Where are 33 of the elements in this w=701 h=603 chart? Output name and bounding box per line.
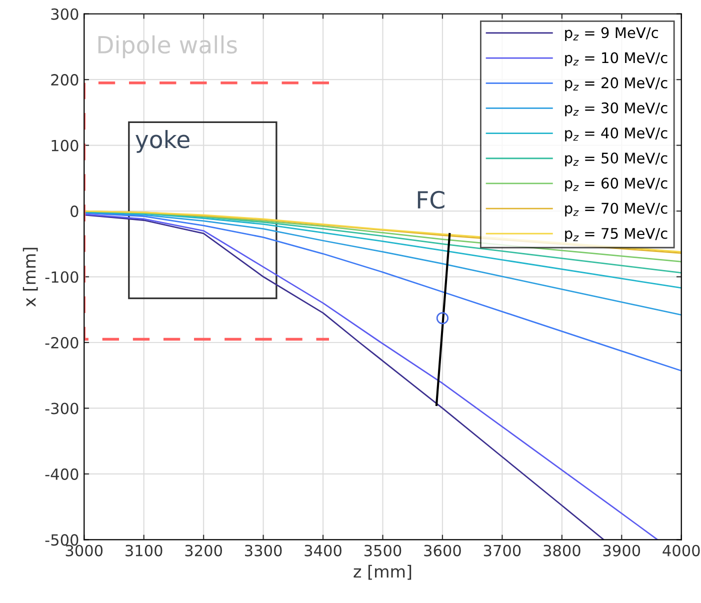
y-tick-label: 300: [51, 8, 78, 20]
legend-label: p$_{z}$ = 9 MeV/c: [565, 27, 658, 41]
annotation: yoke: [136, 130, 190, 153]
y-tick-label: 0: [70, 206, 78, 218]
x-tick-label: 3200: [185, 544, 222, 556]
x-tick-label: 3800: [544, 544, 580, 556]
x-tick-label: 3700: [484, 544, 521, 556]
legend-label: p$_{z}$ = 10 MeV/c: [565, 52, 668, 66]
y-tick-label: -400: [45, 468, 78, 480]
y-tick-label: 200: [51, 74, 78, 86]
y-tick-label: -200: [45, 336, 78, 349]
x-tick-label: 3000: [66, 544, 103, 556]
legend-label: p$_{z}$ = 30 MeV/c: [565, 102, 668, 116]
annotation: FC: [418, 190, 444, 209]
x-axis-title: z [mm]: [354, 564, 412, 580]
legend-label: p$_{z}$ = 50 MeV/c: [565, 152, 668, 166]
legend-label: p$_{z}$ = 40 MeV/c: [565, 127, 668, 142]
x-tick-label: 3300: [245, 544, 282, 556]
x-tick-label: 3500: [364, 544, 402, 556]
legend-label: p$_{z}$ = 70 MeV/c: [565, 202, 668, 217]
y-tick-label: -300: [45, 402, 78, 414]
y-axis-title: x [mm]: [22, 248, 38, 307]
y-tick-label: -500: [45, 534, 78, 546]
x-tick-label: 4000: [662, 544, 700, 556]
x-tick-label: 3600: [424, 544, 461, 556]
x-tick-label: 3400: [304, 544, 342, 556]
x-tick-label: 3100: [126, 544, 162, 556]
legend-label: p$_{z}$ = 75 MeV/c: [565, 228, 668, 242]
x-tick-label: 3900: [603, 544, 640, 556]
y-tick-label: -100: [45, 271, 78, 283]
legend-label: p$_{z}$ = 60 MeV/c: [565, 178, 668, 192]
y-tick-label: 100: [52, 140, 78, 152]
legend-label: p$_{z}$ = 20 MeV/c: [565, 77, 668, 92]
